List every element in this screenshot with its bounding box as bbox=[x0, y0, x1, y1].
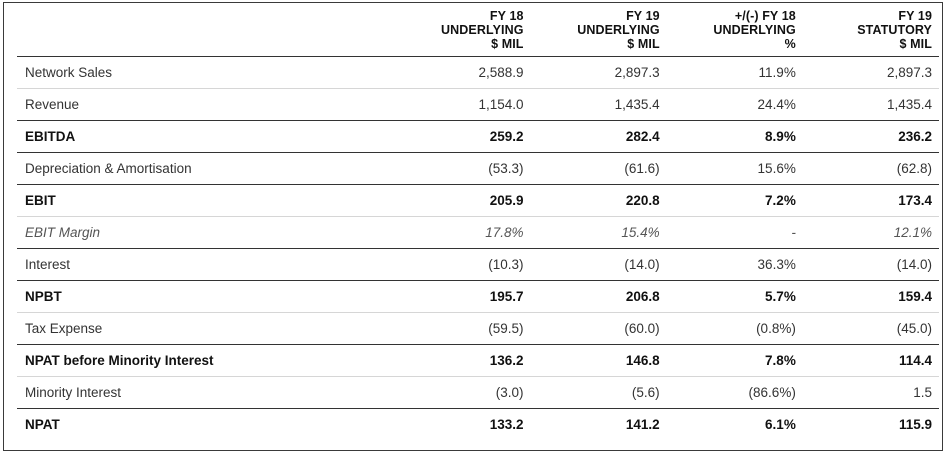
cell-statutory: (62.8) bbox=[896, 161, 932, 176]
cell-statutory: 2,897.3 bbox=[886, 65, 932, 80]
row-label: Depreciation & Amortisation bbox=[25, 161, 192, 176]
row-label: EBIT bbox=[25, 193, 56, 208]
cell-fy19: (5.6) bbox=[631, 385, 660, 400]
cell-statutory: 159.4 bbox=[898, 289, 932, 304]
cell-change: 36.3% bbox=[757, 257, 796, 272]
cell-fy19: 15.4% bbox=[621, 225, 660, 240]
table-row: NPAT before Minority Interest 136.2 146.… bbox=[17, 345, 939, 377]
cell-statutory: 236.2 bbox=[898, 129, 932, 144]
cell-statutory: 173.4 bbox=[898, 193, 932, 208]
cell-statutory: (14.0) bbox=[896, 257, 932, 272]
header-label-column bbox=[17, 3, 394, 57]
cell-change: 7.2% bbox=[765, 193, 796, 208]
cell-fy19: 2,897.3 bbox=[614, 65, 660, 80]
cell-fy18: 195.7 bbox=[489, 289, 524, 304]
cell-fy18: 205.9 bbox=[489, 193, 524, 208]
financial-summary-panel: FY 18 UNDERLYING $ MIL FY 19 UNDERLYING … bbox=[3, 2, 943, 451]
row-label: Minority Interest bbox=[25, 385, 122, 400]
row-label: Interest bbox=[25, 257, 71, 272]
table-row: NPBT 195.7 206.8 5.7% 159.4 bbox=[17, 281, 939, 313]
row-label: Tax Expense bbox=[25, 321, 103, 336]
table-row: Depreciation & Amortisation (53.3) (61.6… bbox=[17, 153, 939, 185]
cell-fy19: 206.8 bbox=[625, 289, 660, 304]
table-row: Network Sales 2,588.9 2,897.3 11.9% 2,89… bbox=[17, 57, 939, 89]
header-fy19-underlying: FY 19 UNDERLYING $ MIL bbox=[577, 9, 660, 51]
table-row: EBIT Margin 17.8% 15.4% - 12.1% bbox=[17, 217, 939, 249]
table-row: Interest (10.3) (14.0) 36.3% (14.0) bbox=[17, 249, 939, 281]
cell-change: (86.6%) bbox=[748, 385, 796, 400]
table-row: EBIT 205.9 220.8 7.2% 173.4 bbox=[17, 185, 939, 217]
cell-statutory: 115.9 bbox=[898, 417, 932, 432]
cell-fy18: 259.2 bbox=[489, 129, 524, 144]
cell-change: 7.8% bbox=[765, 353, 796, 368]
table-row: Tax Expense (59.5) (60.0) (0.8%) (45.0) bbox=[17, 313, 939, 345]
row-label: EBIT Margin bbox=[25, 225, 101, 240]
financial-summary-table: FY 18 UNDERLYING $ MIL FY 19 UNDERLYING … bbox=[17, 3, 939, 440]
cell-change: 5.7% bbox=[765, 289, 796, 304]
cell-fy19: 146.8 bbox=[625, 353, 660, 368]
header-fy19-statutory: FY 19 STATUTORY $ MIL bbox=[857, 9, 932, 51]
cell-fy19: 282.4 bbox=[625, 129, 660, 144]
cell-fy18: 1,154.0 bbox=[478, 97, 524, 112]
cell-fy19: 220.8 bbox=[625, 193, 660, 208]
cell-fy18: (3.0) bbox=[495, 385, 524, 400]
cell-fy18: 133.2 bbox=[489, 417, 524, 432]
table-row: EBITDA 259.2 282.4 8.9% 236.2 bbox=[17, 121, 939, 153]
cell-change: (0.8%) bbox=[756, 321, 796, 336]
row-label: NPBT bbox=[25, 289, 62, 304]
cell-change: 8.9% bbox=[765, 129, 796, 144]
header-change-percent: +/(-) FY 18 UNDERLYING % bbox=[713, 9, 796, 51]
row-label: NPAT before Minority Interest bbox=[25, 353, 214, 368]
cell-statutory: 114.4 bbox=[898, 353, 932, 368]
cell-change: 24.4% bbox=[757, 97, 796, 112]
row-label: EBITDA bbox=[25, 129, 76, 144]
cell-fy19: (61.6) bbox=[624, 161, 660, 176]
cell-statutory: (45.0) bbox=[896, 321, 932, 336]
cell-change: 11.9% bbox=[758, 65, 796, 80]
cell-change: - bbox=[791, 225, 796, 240]
cell-fy18: (10.3) bbox=[488, 257, 524, 272]
cell-change: 6.1% bbox=[765, 417, 796, 432]
table-row: Minority Interest (3.0) (5.6) (86.6%) 1.… bbox=[17, 377, 939, 409]
header-fy18-underlying: FY 18 UNDERLYING $ MIL bbox=[441, 9, 524, 51]
cell-fy19: 1,435.4 bbox=[614, 97, 660, 112]
row-label: NPAT bbox=[25, 417, 60, 432]
table-header-row: FY 18 UNDERLYING $ MIL FY 19 UNDERLYING … bbox=[17, 3, 939, 57]
row-label: Network Sales bbox=[25, 65, 113, 80]
cell-statutory: 1,435.4 bbox=[886, 97, 932, 112]
cell-fy19: 141.2 bbox=[625, 417, 660, 432]
cell-statutory: 12.1% bbox=[893, 225, 932, 240]
table-row: NPAT 133.2 141.2 6.1% 115.9 bbox=[17, 409, 939, 441]
cell-fy18: (53.3) bbox=[488, 161, 524, 176]
cell-fy18: 2,588.9 bbox=[478, 65, 524, 80]
table-row: Revenue 1,154.0 1,435.4 24.4% 1,435.4 bbox=[17, 89, 939, 121]
cell-change: 15.6% bbox=[757, 161, 796, 176]
cell-fy18: 136.2 bbox=[489, 353, 524, 368]
cell-fy18: (59.5) bbox=[488, 321, 524, 336]
cell-fy19: (60.0) bbox=[624, 321, 660, 336]
cell-fy19: (14.0) bbox=[624, 257, 660, 272]
cell-statutory: 1.5 bbox=[913, 385, 932, 400]
cell-fy18: 17.8% bbox=[485, 225, 524, 240]
row-label: Revenue bbox=[25, 97, 80, 112]
